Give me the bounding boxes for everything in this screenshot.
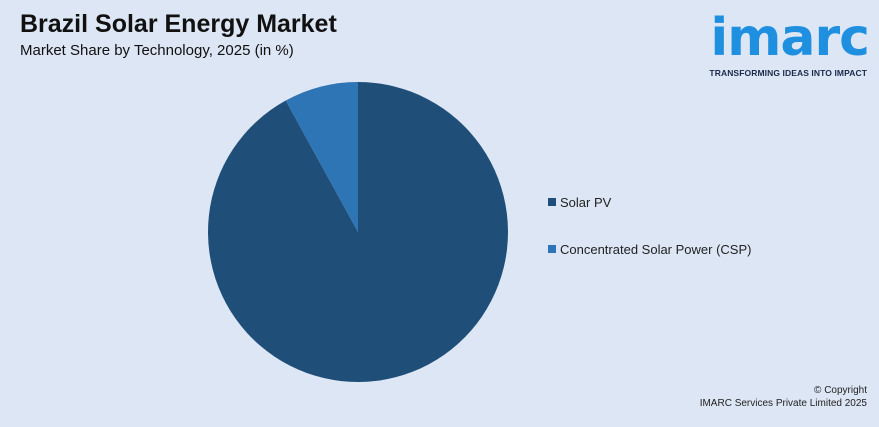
logo-wordmark: imarc (710, 8, 870, 68)
chart-subtitle: Market Share by Technology, 2025 (in %) (20, 42, 294, 59)
logo-tagline: TRANSFORMING IDEAS INTO IMPACT (709, 68, 867, 78)
copyright-line-2: IMARC Services Private Limited 2025 (699, 398, 867, 409)
legend-swatch-csp (548, 245, 556, 253)
legend-item-csp: Concentrated Solar Power (CSP) (548, 239, 751, 259)
legend-swatch-solar-pv (548, 198, 556, 206)
imarc-logo: imarc TRANSFORMING IDEAS INTO IMPACT (699, 6, 870, 86)
legend-label-solar-pv: Solar PV (560, 194, 612, 210)
legend-item-solar-pv: Solar PV (548, 192, 751, 212)
legend: Solar PV Concentrated Solar Power (CSP) (548, 192, 751, 286)
copyright-line-1: © Copyright (814, 385, 867, 396)
legend-label-csp: Concentrated Solar Power (CSP) (560, 241, 752, 257)
pie-slice-csp (285, 82, 358, 232)
chart-title: Brazil Solar Energy Market (20, 10, 337, 38)
copyright-notice: © Copyright IMARC Services Private Limit… (700, 384, 867, 410)
